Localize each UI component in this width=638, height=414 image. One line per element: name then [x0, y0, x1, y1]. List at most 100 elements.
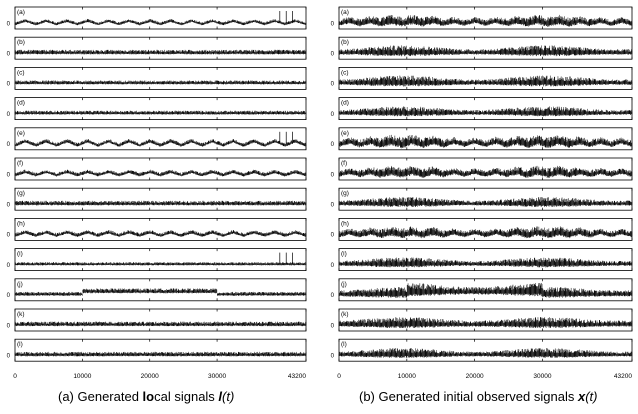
- panel-frame: [338, 157, 633, 181]
- panel-frame: [14, 67, 307, 90]
- x-tick-label: 20000: [466, 373, 484, 380]
- series-line: [338, 106, 633, 117]
- panel-label: (a): [341, 9, 349, 16]
- series-line: [338, 257, 633, 268]
- panel-1-3: 0 (d): [331, 97, 633, 120]
- series-line: [14, 288, 307, 296]
- panel-label: (a): [17, 9, 25, 16]
- series-line: [338, 75, 633, 87]
- y-zero-label: 0: [7, 52, 11, 58]
- series-line: [338, 282, 633, 298]
- panel-0-4: 0 (e): [7, 127, 307, 151]
- series-line: [338, 317, 633, 329]
- panel-label: (j): [17, 281, 23, 288]
- panel-0-2: 0 (c): [7, 67, 307, 90]
- series-line: [338, 134, 633, 149]
- panel-0-5: 0 (f): [7, 157, 307, 181]
- series-line: [14, 351, 307, 357]
- caption-a-middle: cal signals: [154, 389, 219, 404]
- panel-0-9: 0 (j): [7, 278, 307, 302]
- y-zero-label: 0: [7, 233, 11, 239]
- caption-local-signals: (a) Generated local signals l(t): [58, 389, 234, 404]
- series-line: [338, 45, 633, 57]
- panel-frame: [14, 36, 307, 60]
- panel-0-6: 0 (g): [7, 187, 307, 211]
- series-line: [14, 138, 307, 147]
- panel-1-10: 0 (k): [331, 308, 633, 332]
- y-zero-label: 0: [7, 354, 11, 360]
- y-zero-label: 0: [331, 142, 335, 148]
- panel-1-9: 0 (j): [331, 278, 633, 302]
- x-tick-label: 20000: [141, 373, 159, 380]
- y-zero-label: 0: [7, 263, 11, 269]
- panel-label: (l): [341, 341, 347, 348]
- series-line: [14, 169, 307, 177]
- panel-1-7: 0 (h): [331, 217, 633, 241]
- panel-frame: [14, 127, 307, 151]
- y-zero-label: 0: [331, 233, 335, 239]
- panel-label: (c): [341, 69, 349, 76]
- series-line: [14, 230, 307, 237]
- panel-label: (k): [17, 311, 25, 318]
- panel-frame: [338, 187, 633, 211]
- panel-frame: [14, 6, 307, 30]
- panel-1-2: 0 (c): [331, 67, 633, 90]
- panel-label: (c): [17, 69, 25, 76]
- x-tick-label: 43200: [288, 373, 306, 380]
- y-zero-label: 0: [7, 203, 11, 209]
- caption-a-bold: lo: [142, 389, 155, 404]
- panel-label: (e): [341, 130, 349, 137]
- panel-frame: [338, 217, 633, 241]
- panel-frame: [14, 157, 307, 181]
- panel-frame: [338, 248, 633, 272]
- y-zero-label: 0: [7, 21, 11, 27]
- series-line: [338, 196, 633, 207]
- panel-frame: [14, 248, 307, 272]
- panel-1-11: 0 (l): [331, 338, 633, 362]
- caption-a-prefix: (a) Generated: [58, 389, 143, 404]
- panel-0-10: 0 (k): [7, 308, 307, 332]
- panel-1-8: 0 (i): [331, 248, 633, 272]
- panel-1-5: 0 (f): [331, 157, 633, 181]
- y-zero-label: 0: [331, 112, 335, 118]
- y-zero-label: 0: [331, 263, 335, 269]
- x-tick-label: 10000: [73, 373, 91, 380]
- panel-label: (b): [341, 39, 349, 46]
- panel-1-1: 0 (b): [331, 36, 633, 60]
- panel-label: (f): [17, 160, 23, 167]
- y-zero-label: 0: [7, 142, 11, 148]
- panel-label: (h): [17, 220, 25, 227]
- panel-frame: [14, 308, 307, 332]
- panel-label: (j): [341, 281, 347, 288]
- panel-label: (d): [17, 100, 25, 107]
- y-zero-label: 0: [331, 172, 335, 178]
- series-line: [14, 18, 307, 26]
- caption-b-symbol: x: [577, 389, 586, 404]
- panel-1-6: 0 (g): [331, 187, 633, 211]
- panel-label: (e): [17, 130, 25, 137]
- series-line: [14, 200, 307, 206]
- panel-0-3: 0 (d): [7, 97, 307, 120]
- x-tick-label: 30000: [208, 373, 226, 380]
- caption-a-symbol: l: [218, 389, 223, 404]
- x-tick-label: 43200: [614, 373, 632, 380]
- series-line: [14, 262, 307, 266]
- panel-frame: [338, 308, 633, 332]
- caption-b-prefix: (b) Generated initial observed signals: [359, 389, 578, 404]
- panel-frame: [14, 187, 307, 211]
- y-zero-label: 0: [331, 293, 335, 299]
- panel-frame: [338, 6, 633, 30]
- y-zero-label: 0: [7, 82, 11, 88]
- y-zero-label: 0: [331, 323, 335, 329]
- panel-label: (h): [341, 220, 349, 227]
- series-line: [338, 348, 633, 358]
- y-zero-label: 0: [331, 354, 335, 360]
- panel-1-0: 0 (a): [331, 6, 633, 30]
- y-zero-label: 0: [331, 21, 335, 27]
- panel-label: (d): [341, 100, 349, 107]
- panel-frame: [14, 338, 307, 362]
- panel-0-0: 0 (a): [7, 6, 307, 30]
- series-line: [14, 80, 307, 85]
- panel-frame: [14, 97, 307, 120]
- caption-a-arg: (t): [222, 389, 235, 404]
